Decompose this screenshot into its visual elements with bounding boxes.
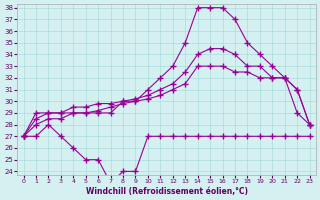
X-axis label: Windchill (Refroidissement éolien,°C): Windchill (Refroidissement éolien,°C) — [85, 187, 248, 196]
